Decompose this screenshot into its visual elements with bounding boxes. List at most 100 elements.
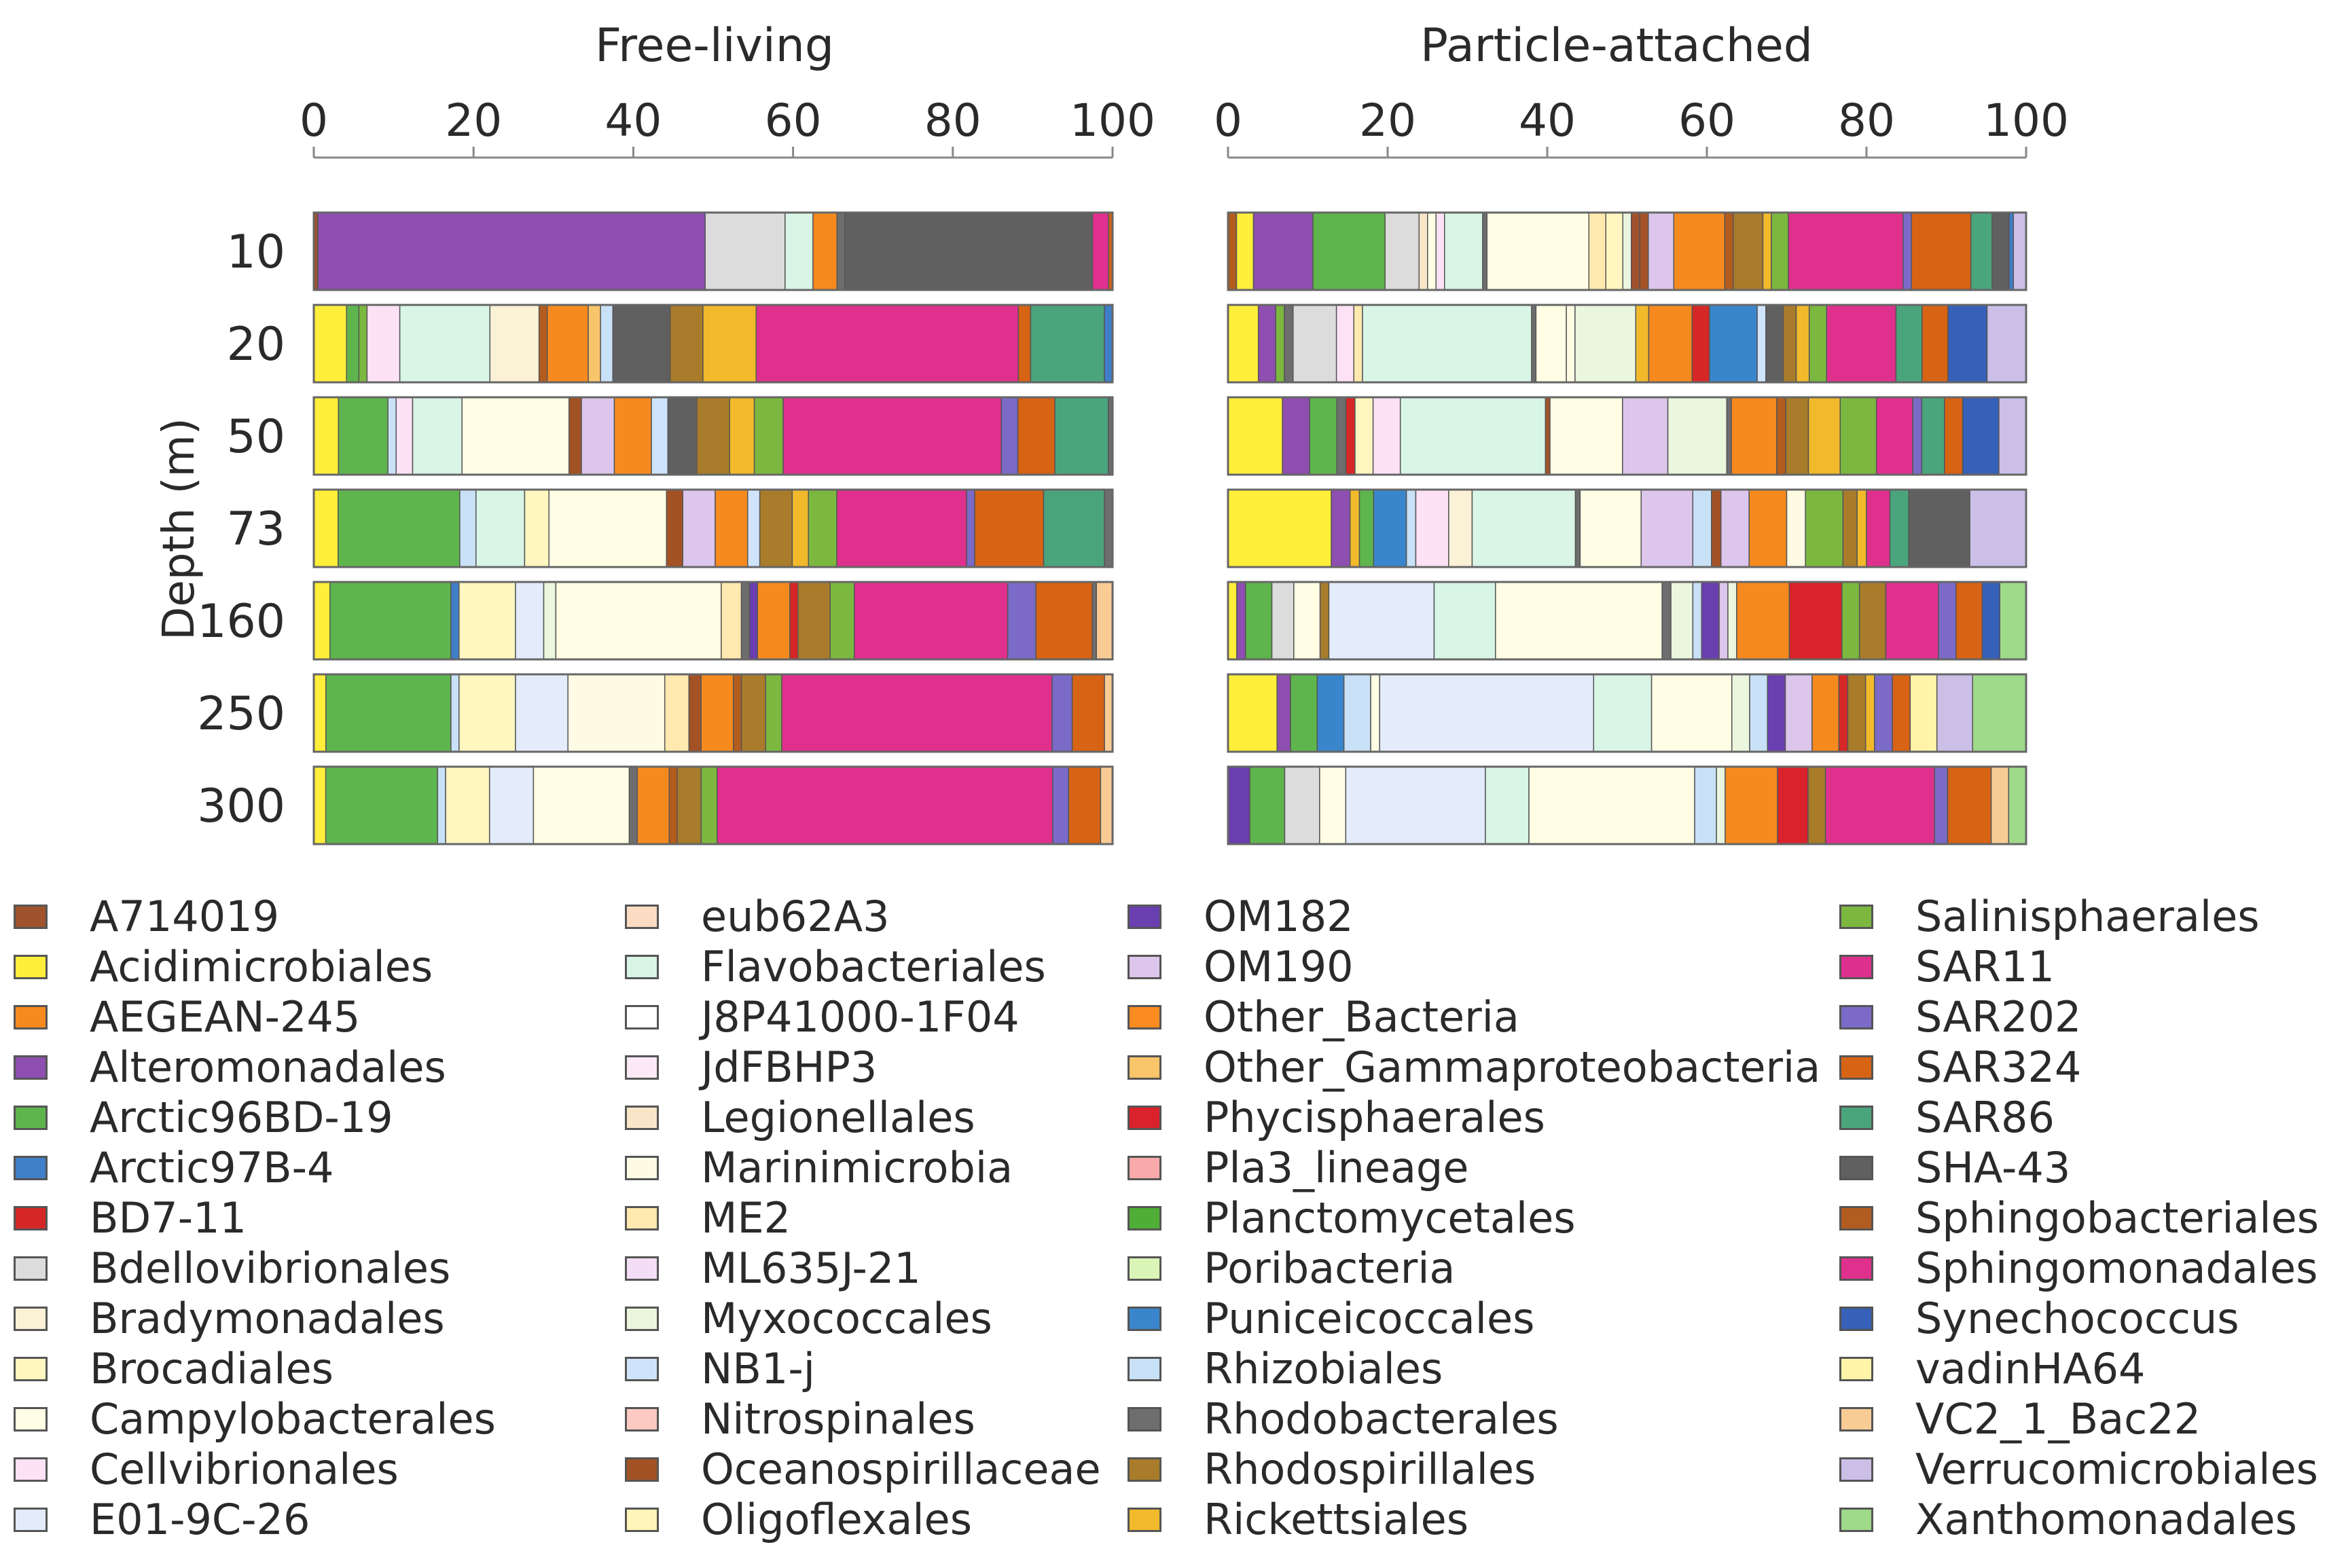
bar-segment: [313, 674, 327, 752]
legend-swatch: [14, 1508, 48, 1532]
legend-label: Oceanospirillaceae: [701, 1444, 1101, 1494]
legend-label: AEGEAN-245: [90, 992, 361, 1042]
bar-segment: [1866, 489, 1891, 568]
bar-segment: [688, 674, 702, 752]
bar-segment: [338, 489, 461, 568]
bar-segment: [1293, 304, 1337, 383]
bar-segment: [836, 489, 967, 568]
bar-segment: [1786, 489, 1806, 568]
legend-swatch: [625, 1307, 659, 1331]
legend-swatch: [14, 1457, 48, 1482]
bar-segment: [1990, 766, 2010, 845]
bar-segment: [1319, 581, 1330, 660]
legend-swatch: [625, 905, 659, 929]
bar-segment: [1316, 674, 1345, 752]
bar-segment: [1765, 304, 1784, 383]
chart-title: Particle-attached: [1420, 19, 1813, 73]
bar-segment: [1892, 674, 1911, 752]
legend-label: Marinimicrobia: [701, 1143, 1013, 1192]
bar-segment: [704, 212, 786, 291]
bar-segment: [1384, 212, 1420, 291]
bar-segment: [748, 581, 759, 660]
bar-segment: [395, 397, 414, 475]
bar-outline: [1227, 581, 2027, 661]
bar-segment: [1970, 212, 1993, 291]
bar-segment: [538, 304, 548, 383]
bar-segment: [1889, 489, 1909, 568]
legend-swatch: [625, 1156, 659, 1180]
bar-segment: [1104, 489, 1113, 568]
bar-segment: [1805, 489, 1844, 568]
legend-label: Sphingobacteriales: [1915, 1193, 2320, 1243]
bar-outline: [1227, 488, 2027, 568]
legend-label: SAR11: [1915, 942, 2055, 991]
bar-segment: [1908, 489, 1970, 568]
legend-swatch: [14, 1156, 48, 1180]
bar-segment: [1639, 212, 1649, 291]
bar-segment: [1486, 212, 1589, 291]
bar-segment: [1092, 212, 1109, 291]
bar-segment: [1236, 581, 1246, 660]
bar-segment: [555, 581, 722, 660]
bar-outline: [1227, 396, 2027, 476]
bar-segment: [1767, 674, 1786, 752]
legend-swatch: [1128, 1206, 1161, 1230]
bar-segment: [1545, 397, 1551, 475]
bar-segment: [1709, 304, 1758, 383]
legend-label: Legionellales: [701, 1093, 975, 1142]
bar-segment: [445, 766, 490, 845]
bar-segment: [1495, 581, 1663, 660]
bar-segment: [1227, 581, 1238, 660]
bar-segment: [1319, 766, 1347, 845]
bar-segment: [1227, 489, 1332, 568]
bar-segment: [664, 674, 690, 752]
bar-segment: [1418, 212, 1428, 291]
bar-segment: [1588, 212, 1606, 291]
bar-segment: [1727, 581, 1737, 660]
legend-swatch: [14, 1206, 48, 1230]
bar-segment: [1290, 674, 1318, 752]
bar-segment: [1622, 397, 1669, 475]
bar-segment: [1841, 581, 1860, 660]
bar-segment: [812, 212, 838, 291]
bar-segment: [1427, 212, 1437, 291]
x-tick-label: 40: [605, 94, 662, 147]
bar-segment: [1054, 397, 1109, 475]
bar-segment: [1972, 674, 2027, 752]
x-tick-label: 20: [1359, 94, 1416, 147]
bar-segment: [1692, 489, 1712, 568]
y-tick-label: 73: [226, 503, 285, 556]
bar-segment: [1284, 304, 1294, 383]
bar-segment: [346, 304, 360, 383]
bar-segment: [358, 304, 368, 383]
bar-segment: [338, 397, 389, 475]
bar-segment: [1720, 489, 1750, 568]
bar-segment: [1312, 212, 1386, 291]
x-tick-label: 100: [1983, 94, 2069, 147]
bar-segment: [1847, 674, 1866, 752]
bar-segment: [1235, 212, 1255, 291]
bar-segment: [1691, 304, 1710, 383]
bar-segment: [791, 489, 810, 568]
bar-segment: [1776, 397, 1786, 475]
bar-segment: [1912, 397, 1923, 475]
legend-swatch: [1839, 1407, 1873, 1432]
bar-segment: [1864, 674, 1875, 752]
legend-label: Rickettsiales: [1204, 1495, 1469, 1544]
bar-segment: [1345, 766, 1486, 845]
bar-segment: [461, 397, 570, 475]
legend-swatch: [1839, 1357, 1873, 1381]
bar-segment: [808, 489, 837, 568]
bar-segment: [1771, 212, 1789, 291]
bar-segment: [1566, 304, 1576, 383]
bar-outline: [312, 581, 1114, 661]
x-tick-label: 0: [300, 94, 328, 147]
bar-segment: [1030, 304, 1105, 383]
bar-segment: [569, 397, 582, 475]
legend-swatch: [1839, 1106, 1873, 1130]
bar-segment: [1282, 397, 1310, 475]
bar-segment: [1947, 304, 1988, 383]
bar-segment: [399, 304, 491, 383]
legend-swatch: [1839, 905, 1873, 929]
bar-segment: [1071, 674, 1105, 752]
